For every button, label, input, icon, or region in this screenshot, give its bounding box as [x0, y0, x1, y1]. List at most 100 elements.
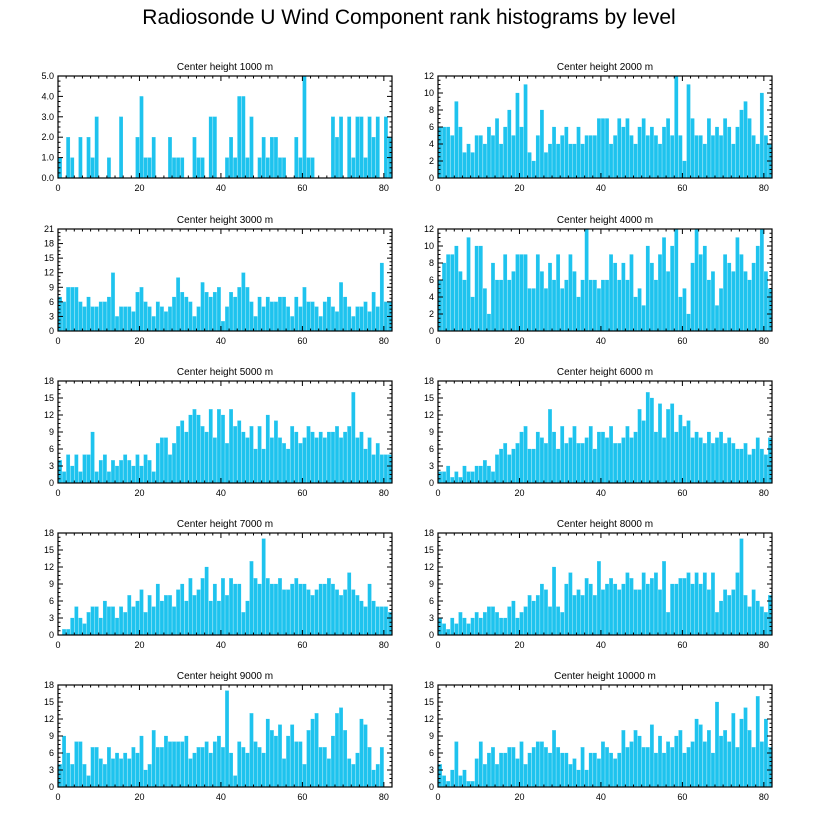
- histogram-bar: [335, 311, 339, 332]
- histogram-bar: [257, 426, 262, 484]
- histogram-bar: [711, 135, 715, 179]
- histogram-bar: [355, 437, 360, 484]
- histogram-bar: [552, 126, 556, 179]
- histogram-bar: [221, 747, 225, 788]
- histogram-bar: [474, 135, 479, 179]
- histogram-bar: [625, 747, 630, 788]
- histogram-bar: [702, 245, 707, 332]
- histogram-bar: [568, 764, 573, 788]
- histogram-bar: [229, 578, 233, 636]
- histogram-bar: [678, 296, 683, 332]
- histogram-bar: [176, 426, 181, 484]
- histogram-bar: [375, 116, 380, 179]
- histogram-bar: [450, 135, 455, 179]
- histogram-bar: [491, 606, 495, 636]
- histogram-bar: [482, 460, 487, 484]
- histogram-bar: [359, 718, 364, 788]
- histogram-bar: [355, 752, 360, 788]
- histogram-bar: [233, 157, 238, 179]
- histogram-bar: [666, 741, 670, 788]
- histogram-bar: [371, 137, 376, 179]
- histogram-bar: [609, 752, 613, 788]
- y-tick-label: 2: [429, 309, 434, 319]
- histogram-bar: [446, 254, 451, 332]
- histogram-bar: [151, 316, 156, 332]
- histogram-bar: [139, 96, 144, 179]
- histogram-bar: [74, 454, 79, 484]
- histogram-bar: [249, 713, 254, 788]
- histogram-bar: [70, 617, 75, 636]
- histogram-bar: [115, 617, 119, 636]
- histogram-bar: [261, 448, 266, 484]
- histogram-bar: [548, 606, 552, 636]
- histogram-bar: [241, 747, 246, 788]
- histogram-bar: [86, 296, 91, 332]
- histogram-bar: [613, 758, 618, 788]
- histogram-bar: [253, 316, 258, 332]
- x-tick-label: 80: [379, 183, 389, 193]
- histogram-bar: [327, 296, 331, 332]
- histogram-bar: [135, 600, 140, 636]
- histogram-bar: [605, 583, 609, 636]
- histogram-bar: [82, 306, 87, 332]
- histogram-bar: [515, 443, 520, 484]
- histogram-bar: [535, 135, 540, 179]
- histogram-bar: [592, 279, 597, 332]
- histogram-bar: [327, 758, 331, 788]
- y-tick-label: 15: [424, 697, 434, 707]
- histogram-panel: Center height 7000 m 0 20 40 60 80 0 3 6 9 12 15 18: [44, 519, 393, 650]
- histogram-bar: [290, 724, 295, 788]
- y-tick-label: 3: [429, 461, 434, 471]
- histogram-bar: [204, 292, 209, 332]
- histogram-bar: [755, 600, 760, 636]
- histogram-bar: [217, 409, 221, 484]
- histogram-bar: [715, 437, 719, 484]
- histogram-bar: [576, 296, 581, 332]
- histogram-bar: [217, 600, 221, 636]
- histogram-bar: [139, 465, 144, 484]
- histogram-bar: [274, 420, 278, 484]
- histogram-bar: [257, 583, 262, 636]
- histogram-bar: [94, 747, 99, 788]
- histogram-bar: [564, 443, 569, 484]
- histogram-bar: [111, 272, 115, 332]
- y-tick-label: 0: [429, 782, 434, 792]
- histogram-bar: [609, 578, 613, 636]
- y-tick-label: 0: [49, 326, 54, 336]
- y-tick-label: 4: [429, 139, 434, 149]
- histogram-bar: [164, 311, 168, 332]
- histogram-bar: [78, 617, 83, 636]
- histogram-bar: [160, 747, 164, 788]
- histogram-bar: [208, 296, 213, 332]
- histogram-bar: [694, 572, 699, 636]
- histogram-bar: [597, 118, 601, 179]
- histogram-bar: [564, 279, 569, 332]
- histogram-bar: [621, 437, 626, 484]
- histogram-bar: [438, 471, 442, 484]
- histogram-bar: [478, 135, 483, 179]
- histogram-bar: [694, 135, 699, 179]
- histogram-bar: [531, 747, 536, 788]
- histogram-bar: [302, 75, 307, 179]
- histogram-bar: [556, 747, 561, 788]
- histogram-bar: [617, 752, 622, 788]
- histogram-bar: [123, 306, 128, 332]
- histogram-bar: [564, 583, 569, 636]
- histogram-bar: [90, 606, 95, 636]
- y-tick-label: 5.0: [41, 71, 54, 81]
- histogram-bar: [462, 465, 467, 484]
- histogram-bar: [98, 460, 103, 484]
- histogram-bar: [127, 595, 132, 636]
- panel-title: Center height 8000 m: [557, 519, 653, 530]
- histogram-bar: [613, 443, 618, 484]
- x-tick-label: 60: [677, 792, 687, 802]
- histogram-bar: [759, 741, 764, 788]
- histogram-bar: [322, 437, 327, 484]
- histogram-bar: [707, 118, 711, 179]
- histogram-bar: [180, 583, 185, 636]
- y-tick-label: 0: [49, 478, 54, 488]
- y-tick-label: 15: [424, 545, 434, 555]
- histogram-bar: [143, 612, 148, 636]
- histogram-bar: [527, 152, 532, 179]
- histogram-bar: [654, 752, 658, 788]
